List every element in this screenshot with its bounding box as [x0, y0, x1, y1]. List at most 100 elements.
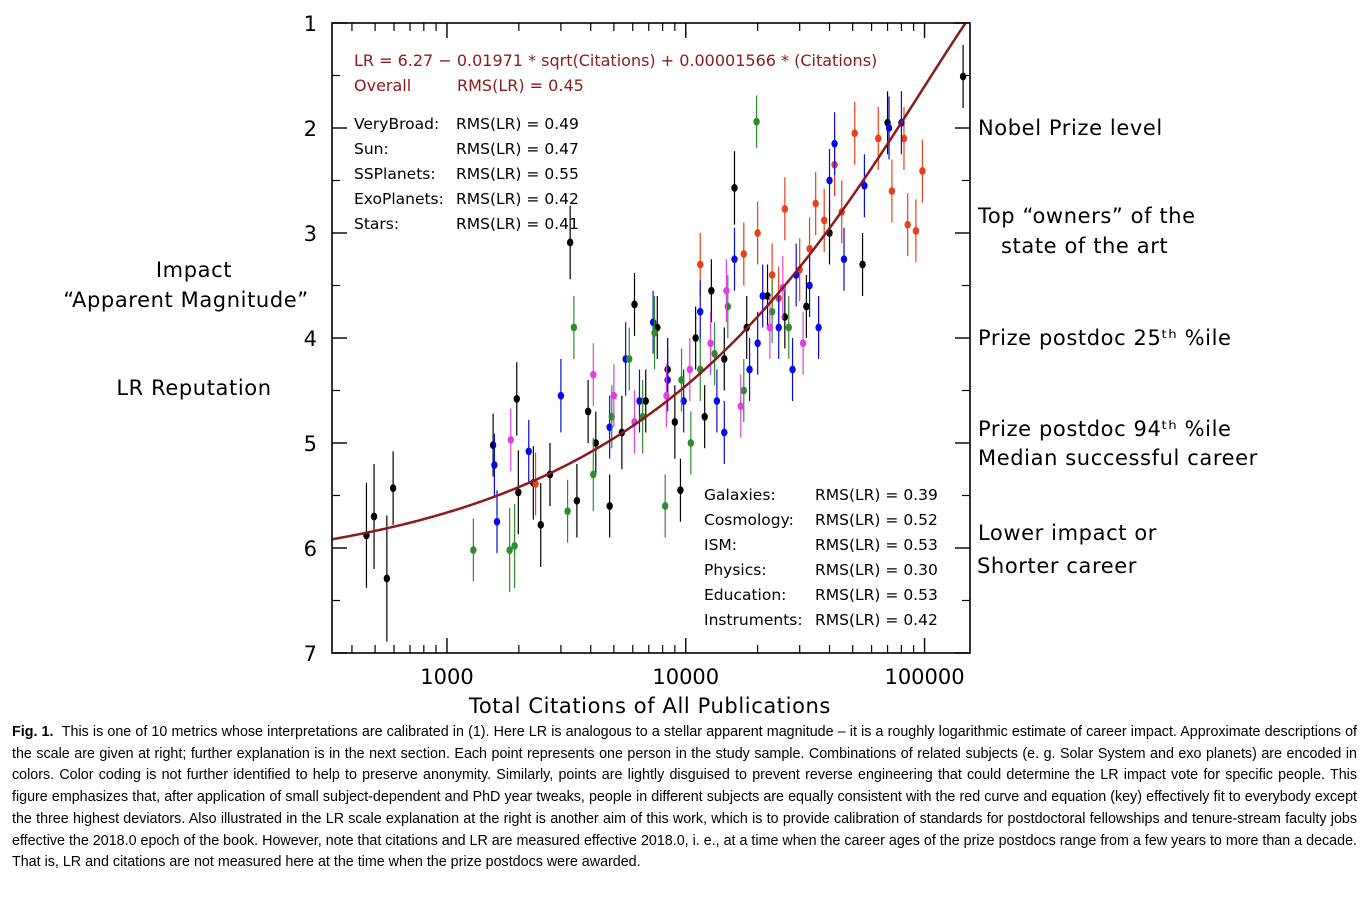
overall-rms: RMS(LR) = 0.45: [457, 76, 584, 95]
rms-subject-label: Education:: [704, 586, 786, 604]
rms-subject-label: Galaxies:: [704, 486, 776, 504]
data-point: [851, 129, 858, 138]
data-point: [861, 181, 868, 190]
data-point: [815, 323, 822, 332]
figure-caption: Fig. 1. This is one of 10 metrics whose …: [12, 722, 1357, 874]
data-points: [363, 45, 967, 642]
rms-subject-label: Cosmology:: [704, 511, 794, 529]
data-point: [803, 302, 810, 311]
rms-subject-label: SSPlanets:: [354, 165, 436, 183]
rms-subject-label: Instruments:: [704, 611, 803, 629]
data-point: [687, 439, 695, 447]
data-point: [692, 334, 699, 342]
rms-value: RMS(LR) = 0.52: [815, 511, 938, 529]
data-point: [506, 546, 513, 554]
caption-text: This is one of 10 metrics whose interpre…: [12, 724, 1357, 871]
data-point: [649, 318, 657, 327]
rms-value: RMS(LR) = 0.39: [815, 486, 938, 504]
data-point: [740, 250, 747, 258]
data-point: [677, 486, 684, 495]
data-point: [754, 339, 761, 348]
data-point: [789, 365, 796, 374]
fit-curve-group: [331, 22, 967, 541]
x-tick-label: 10000: [652, 665, 719, 689]
data-point: [919, 167, 926, 175]
data-point: [859, 260, 866, 269]
data-point: [697, 260, 704, 269]
data-point: [664, 376, 671, 384]
data-point: [678, 376, 685, 384]
rms-value: RMS(LR) = 0.42: [815, 611, 938, 629]
data-point: [707, 339, 714, 348]
data-point: [491, 461, 498, 469]
fit-equation: LR = 6.27 − 0.01971 * sqrt(Citations) + …: [354, 51, 877, 70]
data-point: [781, 204, 789, 213]
data-point: [713, 397, 721, 405]
data-point: [631, 300, 638, 309]
data-point: [557, 391, 565, 400]
rms-subject-label: VeryBroad:: [354, 115, 439, 133]
rms-subject-label: Sun:: [354, 140, 389, 158]
data-point: [697, 307, 704, 316]
data-point: [489, 441, 497, 449]
y-tick-label: 4: [304, 327, 317, 351]
rms-value: RMS(LR) = 0.53: [815, 536, 938, 554]
y-axis-label: “Apparent Magnitude”: [63, 288, 309, 312]
data-point: [525, 447, 532, 456]
data-point: [806, 281, 813, 290]
y-tick-label: 6: [304, 537, 317, 561]
overall-label: Overall: [354, 76, 411, 95]
rms-value: RMS(LR) = 0.53: [815, 586, 938, 604]
y-tick-label: 2: [304, 117, 317, 141]
scale-description: Prize postdoc 25ᵗʰ %ile: [978, 326, 1232, 350]
data-point: [389, 484, 397, 493]
rms-value: RMS(LR) = 0.55: [456, 165, 579, 183]
data-point: [570, 323, 578, 332]
data-point: [831, 139, 838, 148]
data-point: [513, 395, 520, 403]
data-point: [584, 407, 592, 416]
rms-subject-label: Physics:: [704, 561, 767, 579]
y-tick-label: 7: [304, 642, 317, 666]
data-point: [768, 307, 776, 316]
data-point: [537, 521, 544, 529]
data-point: [511, 542, 518, 550]
data-point: [663, 391, 670, 400]
scatter-chart: 1 2 3 4 5 6 7 1000 10000 100000 Total Citations of…: [63, 12, 1257, 715]
x-axis-label: Total Citations of All Publications: [468, 694, 831, 715]
axes: [331, 22, 971, 654]
rms-subject-label: ISM:: [704, 536, 737, 554]
data-point: [724, 302, 732, 311]
data-point: [731, 183, 738, 192]
data-point: [799, 339, 807, 348]
data-point: [731, 255, 738, 264]
data-point: [651, 328, 658, 337]
y-axis-label: Impact: [156, 258, 232, 282]
data-point: [959, 72, 967, 81]
data-point: [711, 349, 718, 358]
rms-value: RMS(LR) = 0.42: [456, 190, 579, 208]
rms-value: RMS(LR) = 0.47: [456, 140, 579, 158]
data-point: [875, 134, 882, 143]
data-point: [740, 386, 747, 395]
data-point: [768, 271, 776, 279]
data-point: [642, 397, 649, 405]
plot-area: [332, 23, 970, 653]
scale-description: Shorter career: [977, 554, 1137, 578]
rms-subject-label: Stars:: [354, 215, 399, 233]
x-tick-label: 100000: [884, 665, 964, 689]
data-point: [759, 292, 766, 300]
data-point: [610, 391, 618, 400]
data-point: [507, 435, 514, 444]
data-point: [370, 512, 378, 521]
x-tick-label: 1000: [420, 665, 473, 689]
scale-description: Top “owners” of the: [977, 204, 1196, 228]
data-point: [723, 286, 730, 295]
rms-value: RMS(LR) = 0.49: [456, 115, 579, 133]
data-point: [701, 412, 708, 421]
data-point: [636, 397, 643, 405]
data-point: [754, 229, 761, 237]
y-tick-label: 1: [304, 12, 317, 36]
chart-labels: 1 2 3 4 5 6 7 1000 10000 100000 Total Citations of…: [63, 12, 1257, 715]
data-point: [592, 439, 599, 447]
